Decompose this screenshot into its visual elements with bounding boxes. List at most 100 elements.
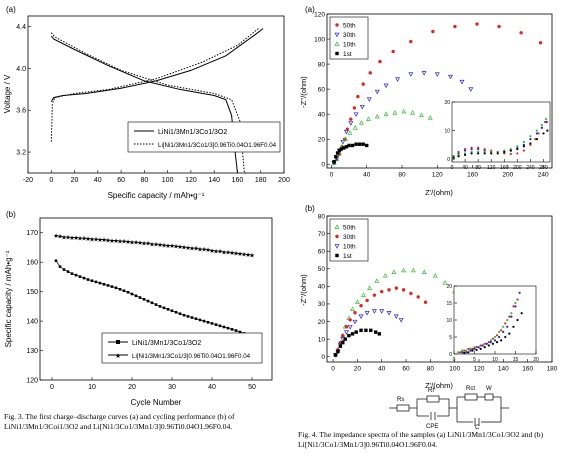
inset-data-point (509, 149, 512, 152)
x-tick-label: 240 (538, 172, 549, 179)
data-point (356, 94, 360, 99)
x-tick-label: 40 (208, 384, 216, 391)
x-tick-label: -20 (23, 177, 33, 184)
data-point (380, 289, 384, 294)
x-tick-label: 160 (522, 366, 533, 373)
y-axis-label: -Z''/(ohm) (299, 76, 308, 108)
data-point (146, 299, 150, 303)
data-point (54, 259, 58, 263)
data-point: ★ (85, 235, 91, 243)
inset-data-point (473, 346, 476, 349)
inset-data-point (546, 129, 549, 132)
data-point (361, 142, 365, 146)
data-point (395, 77, 401, 82)
y-tick-label: 120 (314, 11, 325, 18)
data-point (86, 278, 90, 281)
data-point (392, 110, 398, 115)
y-axis-label: Specific capacity / mAh•g⁻¹ (4, 250, 13, 347)
inset-data-point (489, 339, 492, 342)
data-point (114, 286, 118, 290)
y-tick-label: 100 (314, 36, 325, 43)
data-point (332, 160, 336, 164)
y-tick-label: 0 (449, 352, 452, 358)
data-point (343, 136, 348, 141)
data-point (66, 270, 70, 273)
inset-data-point (452, 156, 455, 159)
svg-text:★: ★ (115, 352, 121, 360)
data-point (401, 267, 407, 273)
data-point: ★ (157, 241, 163, 249)
inset-data-point (529, 142, 532, 145)
data-point (118, 287, 122, 291)
inset-data-point (500, 339, 503, 342)
y-tick-label: 0 (321, 354, 325, 361)
inset-data-point (529, 135, 532, 138)
data-point (391, 49, 395, 54)
data-point (218, 324, 222, 328)
data-point (475, 22, 479, 26)
data-point (434, 72, 440, 77)
y-tick-label: 15 (446, 301, 452, 307)
data-point (408, 72, 414, 77)
x-axis-label: Z'/(ohm) (425, 188, 453, 197)
data-point (74, 273, 78, 277)
data-point (353, 311, 357, 315)
data-point (154, 303, 158, 306)
x-tick-label: 180 (255, 177, 267, 184)
data-point (468, 87, 474, 92)
data-point (347, 130, 353, 135)
data-point: ★ (153, 241, 159, 249)
y-tick-label: 40 (318, 111, 326, 118)
data-point (352, 106, 357, 110)
y-tick-label: 120 (26, 377, 38, 384)
data-point (364, 311, 370, 316)
data-point (335, 234, 339, 239)
data-point (58, 265, 62, 268)
legend-entry: Li[Ni1/3Mn1/3Co1/3]0.96Ti0.04O1.96F0.04 (158, 142, 277, 149)
inset-data-point (483, 342, 486, 345)
data-point: ★ (201, 246, 207, 254)
legend-entry: 50th (343, 224, 356, 231)
inset-data-point (522, 149, 525, 152)
data-point (182, 313, 186, 317)
data-point (352, 319, 358, 325)
data-point (343, 337, 347, 341)
data-point (349, 117, 353, 121)
data-point: ★ (165, 242, 171, 250)
inset-data-point (459, 351, 462, 354)
data-point (234, 329, 238, 332)
data-point: ★ (133, 239, 139, 247)
data-point (350, 306, 356, 311)
data-point: ★ (161, 241, 167, 249)
inset-data-point (529, 138, 532, 141)
x-axis-label: Cycle Number (131, 398, 182, 407)
inset-data-point (502, 330, 505, 333)
data-point (448, 74, 453, 80)
y-tick-label: 60 (318, 248, 326, 255)
data-point: ★ (213, 247, 219, 255)
data-point (358, 314, 364, 320)
inset-data-point (495, 334, 499, 337)
x-tick-label: 30 (168, 384, 176, 391)
inset-data-point (508, 315, 511, 318)
data-point: ★ (249, 252, 255, 260)
y-tick-label: 3.6 (16, 108, 26, 115)
data-point: ★ (209, 247, 215, 255)
x-tick-label: 50 (248, 384, 256, 391)
inset-data-point (498, 335, 501, 339)
y-tick-label: 160 (26, 260, 38, 267)
inset-data-point (534, 138, 537, 141)
inset-data-point (461, 349, 464, 352)
inset-data-point (471, 349, 474, 352)
inset-data-point (489, 341, 492, 344)
inset-data-point (477, 152, 480, 155)
circuit-label-c: C (475, 425, 480, 430)
data-point (359, 104, 365, 110)
data-point (431, 29, 435, 34)
data-point (343, 129, 349, 135)
y-tick-label: 50 (318, 266, 326, 273)
data-point (336, 349, 340, 354)
y-axis-label: Voltage / V (3, 74, 12, 113)
inset-data-point (467, 351, 470, 354)
legend-entry: 10th (343, 243, 356, 250)
